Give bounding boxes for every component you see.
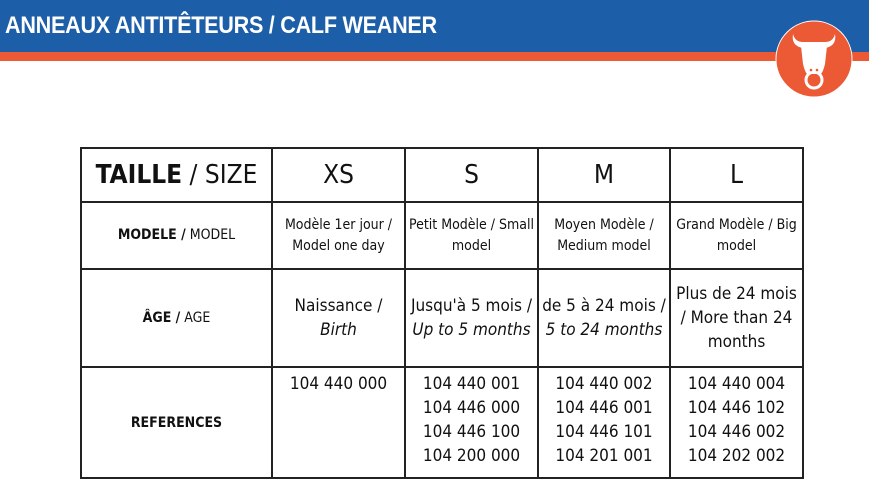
ref: 104 446 100: [422, 422, 521, 442]
ref: 104 201 001: [555, 446, 653, 466]
size-m: M: [537, 147, 671, 203]
ref: 104 200 000: [422, 446, 521, 466]
model-xs: Modèle 1er jour / Model one day: [271, 201, 406, 270]
model-l: Grand Modèle / Big model: [669, 201, 804, 270]
ref: 104 440 004: [687, 374, 786, 394]
age-en: Birth: [320, 320, 357, 340]
size-table: TAILLE / SIZE XS S M L MODELE / MODEL Mo…: [80, 147, 804, 479]
label-en: AGE: [184, 310, 211, 326]
header-stripe: [0, 52, 869, 61]
model-row: MODELE / MODEL Modèle 1er jour / Model o…: [80, 201, 804, 270]
ref: 104 446 000: [422, 398, 521, 418]
references-row: REFERENCES 104 440 000 104 440 001 104 4…: [80, 366, 804, 479]
model-s: Petit Modèle / Small model: [404, 201, 539, 270]
ref: 104 446 001: [555, 398, 653, 418]
label-en: / SIZE: [189, 160, 258, 190]
age-row: ÂGE / AGE Naissance / Birth Jusqu'à 5 moi…: [80, 268, 804, 368]
ref: 104 202 002: [687, 446, 786, 466]
model-header: MODELE / MODEL: [80, 201, 273, 270]
label: REFERENCES: [130, 414, 223, 431]
label-fr: MODELE /: [117, 227, 186, 243]
label-en: MODEL: [189, 227, 236, 243]
bull-head-icon: [775, 20, 853, 98]
refs-l: 104 440 004 104 446 102 104 446 002 104 …: [669, 366, 804, 479]
model-m: Moyen Modèle / Medium model: [537, 201, 671, 270]
size-l: L: [669, 147, 804, 203]
refs-xs: 104 440 000: [271, 366, 406, 479]
label-fr: ÂGE /: [142, 310, 181, 326]
age-fr: de 5 à 24 mois /: [542, 296, 666, 316]
ref: 104 440 001: [422, 374, 521, 394]
size-xs: XS: [271, 147, 406, 203]
age-en: 5 to 24 months: [545, 320, 663, 340]
refs-s: 104 440 001 104 446 000 104 446 100 104 …: [404, 366, 539, 479]
size-row: TAILLE / SIZE XS S M L: [80, 147, 804, 203]
age-fr: Naissance /: [294, 296, 383, 316]
age-l: Plus de 24 mois / More than 24 months: [669, 268, 804, 368]
ref: 104 440 000: [289, 374, 388, 394]
age-m: de 5 à 24 mois / 5 to 24 months: [537, 268, 671, 368]
references-header: REFERENCES: [80, 366, 273, 479]
ref: 104 446 101: [555, 422, 653, 442]
size-s: S: [404, 147, 539, 203]
header-banner: [0, 0, 869, 52]
age-xs: Naissance / Birth: [271, 268, 406, 368]
ref: 104 446 102: [687, 398, 786, 418]
ref: 104 440 002: [555, 374, 653, 394]
refs-m: 104 440 002 104 446 001 104 446 101 104 …: [537, 366, 671, 479]
age-s: Jusqu'à 5 mois / Up to 5 months: [404, 268, 539, 368]
age-fr: Plus de 24 mois / More than 24 months: [676, 284, 797, 352]
age-en: Up to 5 months: [412, 320, 531, 340]
age-header: ÂGE / AGE: [80, 268, 273, 368]
label-fr: TAILLE: [95, 160, 183, 190]
age-fr: Jusqu'à 5 mois /: [410, 296, 533, 316]
ref: 104 446 002: [687, 422, 786, 442]
page-title: ANNEAUX ANTITÊTEURS / CALF WEANER: [5, 12, 437, 39]
size-header: TAILLE / SIZE: [80, 147, 273, 203]
